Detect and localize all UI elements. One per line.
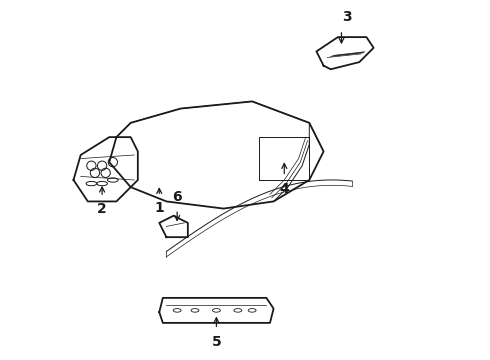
Text: 4: 4 (279, 182, 289, 196)
Text: 3: 3 (342, 9, 352, 23)
Text: 6: 6 (172, 190, 182, 204)
Text: 1: 1 (154, 201, 164, 215)
Text: 5: 5 (212, 336, 221, 350)
Text: 2: 2 (97, 202, 107, 216)
